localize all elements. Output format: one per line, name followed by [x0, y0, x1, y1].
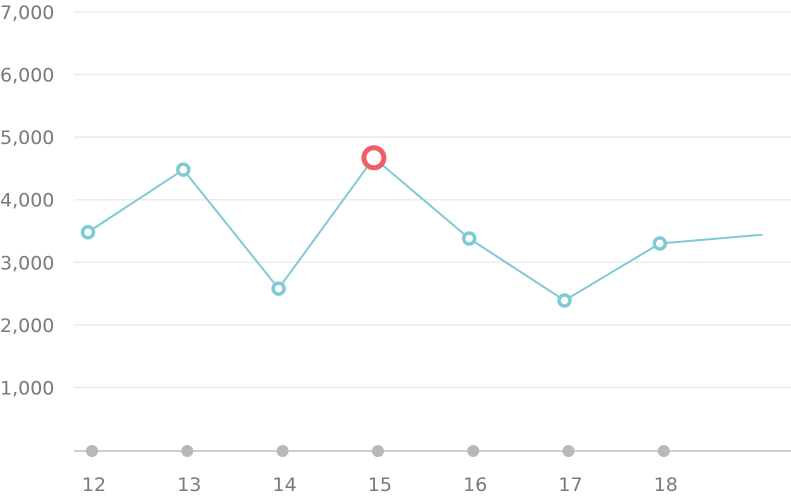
x-category-dot — [562, 445, 575, 457]
x-tick-label: 16 — [463, 474, 487, 496]
y-tick-label: 7,000 — [0, 2, 54, 24]
x-axis-ticks: 12 13 14 15 16 17 18 — [82, 474, 678, 496]
y-tick-label: 2,000 — [0, 315, 54, 337]
data-point[interactable] — [271, 281, 286, 296]
series-layer — [80, 145, 763, 308]
x-category-dot — [467, 445, 480, 457]
x-category-dots — [86, 445, 670, 457]
y-axis-ticks: 1,000 2,000 3,000 4,000 5,000 6,000 7,000 — [0, 2, 54, 399]
data-point[interactable] — [652, 236, 668, 251]
x-tick-label: 17 — [558, 474, 582, 496]
data-point[interactable] — [80, 225, 96, 240]
highlighted-data-point[interactable] — [361, 145, 387, 171]
data-point[interactable] — [557, 293, 572, 308]
x-category-dot — [276, 445, 289, 457]
x-category-dot — [181, 445, 194, 457]
x-category-dot — [657, 445, 670, 457]
y-tick-label: 5,000 — [0, 127, 54, 149]
y-tick-label: 6,000 — [0, 65, 54, 87]
x-tick-label: 18 — [654, 474, 678, 496]
x-category-dot — [371, 445, 384, 457]
data-point[interactable] — [461, 231, 477, 246]
data-point[interactable] — [176, 162, 191, 177]
x-tick-label: 13 — [177, 474, 201, 496]
x-tick-label: 12 — [82, 474, 106, 496]
x-tick-label: 14 — [273, 474, 297, 496]
y-tick-label: 4,000 — [0, 190, 54, 212]
y-tick-label: 1,000 — [0, 377, 54, 399]
x-category-dot — [86, 445, 98, 457]
x-tick-label: 15 — [368, 474, 392, 496]
y-tick-label: 3,000 — [0, 252, 54, 274]
grid-layer — [74, 11, 791, 389]
series-line — [87, 156, 763, 302]
